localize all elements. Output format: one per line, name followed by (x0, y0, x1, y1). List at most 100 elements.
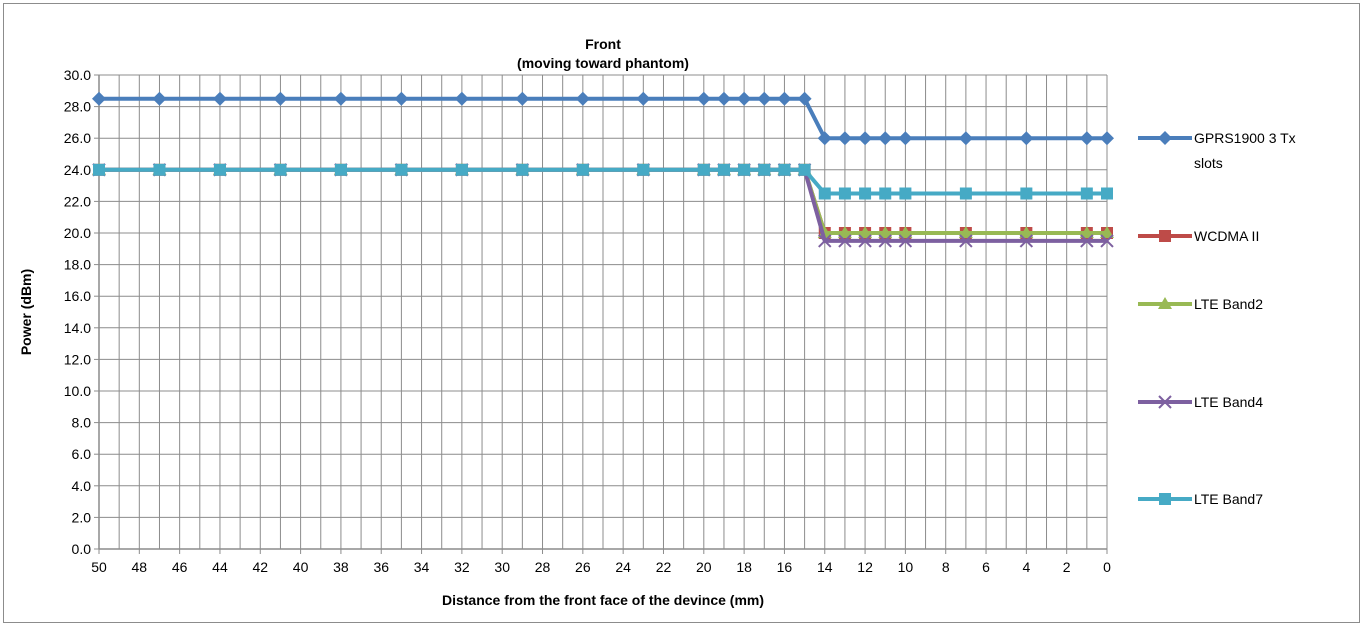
data-point (777, 92, 791, 106)
data-point (93, 164, 105, 176)
x-tick-label: 14 (817, 559, 833, 575)
data-point (960, 188, 972, 200)
data-point (456, 164, 468, 176)
legend-item-4: LTE Band7 (1138, 491, 1263, 507)
x-axis-title: Distance from the front face of the devi… (442, 592, 764, 608)
data-point (274, 164, 286, 176)
data-point (757, 92, 771, 106)
data-point (214, 164, 226, 176)
x-tick-label: 50 (91, 559, 107, 575)
data-point (394, 92, 408, 106)
x-tick-label: 22 (656, 559, 672, 575)
data-point (758, 164, 770, 176)
legend-item-2: LTE Band2 (1138, 296, 1263, 312)
data-point (334, 92, 348, 106)
line-chart: 0.02.04.06.08.010.012.014.016.018.020.02… (4, 4, 1359, 622)
x-tick-label: 34 (414, 559, 430, 575)
data-point (515, 92, 529, 106)
data-point (1081, 188, 1093, 200)
data-point (153, 164, 165, 176)
x-tick-label: 8 (942, 559, 950, 575)
legend-label: GPRS1900 3 Tx (1194, 130, 1296, 146)
y-tick-label: 24.0 (64, 162, 91, 178)
data-point (1100, 131, 1114, 145)
x-tick-label: 30 (494, 559, 510, 575)
x-tick-label: 42 (252, 559, 268, 575)
data-point (637, 164, 649, 176)
data-point (859, 188, 871, 200)
data-point (92, 92, 106, 106)
legend-label: LTE Band4 (1194, 394, 1263, 410)
data-point (698, 164, 710, 176)
y-tick-label: 16.0 (64, 288, 91, 304)
x-tick-label: 20 (696, 559, 712, 575)
x-tick-label: 32 (454, 559, 470, 575)
y-tick-label: 28.0 (64, 99, 91, 115)
y-tick-label: 6.0 (72, 446, 92, 462)
x-tick-label: 46 (172, 559, 188, 575)
grid (99, 75, 1107, 549)
data-point (818, 131, 832, 145)
x-tick-label: 0 (1103, 559, 1111, 575)
data-point (636, 92, 650, 106)
legend-marker (1158, 131, 1172, 145)
data-point (455, 92, 469, 106)
data-point (718, 164, 730, 176)
y-tick-label: 26.0 (64, 130, 91, 146)
x-tick-label: 38 (333, 559, 349, 575)
x-tick-label: 28 (535, 559, 551, 575)
x-tick-label: 26 (575, 559, 591, 575)
data-point (799, 164, 811, 176)
x-tick-label: 40 (293, 559, 309, 575)
x-tick-label: 16 (777, 559, 793, 575)
chart-frame: 0.02.04.06.08.010.012.014.016.018.020.02… (3, 3, 1360, 623)
data-point (778, 164, 790, 176)
data-point (899, 188, 911, 200)
data-point (959, 131, 973, 145)
legend-label: WCDMA II (1194, 228, 1259, 244)
data-point (1019, 131, 1033, 145)
data-point (152, 92, 166, 106)
y-tick-label: 0.0 (72, 541, 92, 557)
x-tick-label: 44 (212, 559, 228, 575)
data-point (1020, 188, 1032, 200)
legend-label: slots (1194, 155, 1223, 171)
axes: 0.02.04.06.08.010.012.014.016.018.020.02… (64, 67, 1111, 575)
y-tick-label: 20.0 (64, 225, 91, 241)
data-point (717, 92, 731, 106)
data-point (879, 188, 891, 200)
data-point (335, 164, 347, 176)
legend: GPRS1900 3 Tx slots WCDMA II LTE Band2 LTE B… (1138, 130, 1296, 507)
legend-marker (1159, 493, 1171, 505)
legend-item-3: LTE Band4 (1138, 394, 1263, 410)
data-point (273, 92, 287, 106)
data-point (395, 164, 407, 176)
y-tick-label: 14.0 (64, 320, 91, 336)
x-tick-label: 10 (898, 559, 914, 575)
legend-label: LTE Band2 (1194, 296, 1263, 312)
data-point (697, 92, 711, 106)
x-tick-label: 18 (736, 559, 752, 575)
y-tick-label: 10.0 (64, 383, 91, 399)
data-point (1080, 131, 1094, 145)
data-point (516, 164, 528, 176)
y-axis-title: Power (dBm) (18, 269, 34, 355)
data-point (798, 92, 812, 106)
data-point (838, 131, 852, 145)
y-tick-label: 8.0 (72, 415, 92, 431)
x-tick-label: 2 (1063, 559, 1071, 575)
x-tick-label: 6 (982, 559, 990, 575)
x-tick-label: 12 (857, 559, 873, 575)
y-tick-label: 12.0 (64, 351, 91, 367)
data-point (1101, 188, 1113, 200)
data-point (737, 92, 751, 106)
data-point (213, 92, 227, 106)
chart-title: Front (585, 36, 621, 52)
legend-label: LTE Band7 (1194, 491, 1263, 507)
data-point (898, 131, 912, 145)
data-point (858, 131, 872, 145)
legend-marker (1159, 230, 1171, 242)
data-point (819, 188, 831, 200)
y-tick-label: 4.0 (72, 478, 92, 494)
data-point (878, 131, 892, 145)
